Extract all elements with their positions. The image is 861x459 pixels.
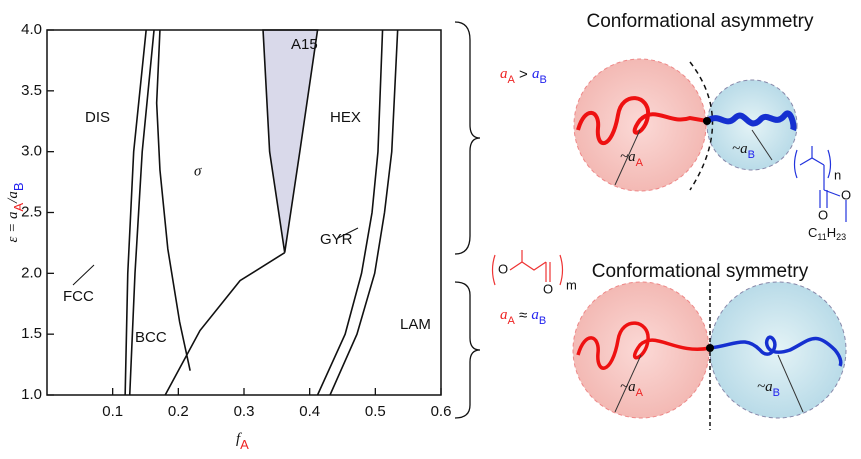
asym-relation: aA > aB (500, 66, 547, 86)
phase-boundary (155, 29, 191, 371)
phase-label: σ (194, 163, 202, 179)
phase-label: DIS (85, 109, 110, 126)
arrow (777, 354, 804, 413)
x-tick-label: 0.1 (102, 403, 123, 420)
chain-b (709, 335, 843, 367)
block-a-coil (573, 58, 707, 192)
chem-subscript: n (834, 167, 841, 182)
y-tick-label: 2.5 (21, 203, 42, 220)
junction (703, 117, 711, 125)
junction (706, 344, 714, 352)
phase-label: HEX (330, 109, 361, 126)
y-tick-label: 3.5 (21, 82, 42, 99)
chem-atom: O (818, 207, 828, 222)
label-pointer (337, 227, 359, 239)
chem-subscript: m (566, 277, 577, 292)
y-tick-label: 1.5 (21, 325, 42, 342)
phase-label: A15 (291, 36, 318, 53)
chain-b (705, 110, 797, 132)
x-label-main: f (236, 431, 242, 447)
y-axis-label: ε = aA/aB (5, 182, 26, 242)
asym-title: Conformational asymmetry (586, 11, 814, 32)
x-axis-label: fA (236, 431, 249, 452)
x-tick-label: 0.5 (365, 403, 386, 420)
chain-a (576, 321, 711, 370)
y-label-sub: A (11, 202, 26, 211)
chem-atom: O (841, 187, 851, 202)
y-label-sub: B (11, 182, 26, 191)
phase-boundary (124, 29, 147, 396)
x-label-sub: A (240, 437, 249, 452)
chem-formula: C11H23 (808, 225, 846, 242)
chem-atom: O (543, 281, 553, 296)
x-tick-label: 0.2 (168, 403, 189, 420)
sym-relation: aA ≈ aB (500, 307, 546, 327)
x-tick-label: 0.3 (234, 403, 255, 420)
pla-structure (491, 250, 564, 286)
size-label: ~aA (620, 149, 644, 168)
y-tick-label: 2.0 (21, 264, 42, 281)
brace (454, 21, 481, 255)
phase-boundary (316, 29, 384, 396)
dashed-arc (689, 61, 714, 191)
arrow (751, 129, 773, 161)
phase-label: LAM (400, 316, 431, 333)
phase-label: FCC (63, 288, 94, 305)
chem-atom: O (498, 261, 508, 276)
phase-boundary (128, 29, 155, 396)
y-tick-label: 4.0 (21, 21, 42, 38)
sym-title: Conformational symmetry (592, 261, 809, 282)
y-tick-label: 3.0 (21, 143, 42, 160)
y-label-prefix: ε = a (5, 211, 21, 242)
size-label: ~aB (757, 379, 780, 398)
arrow (614, 129, 641, 186)
arrow (614, 354, 642, 413)
chain-a (576, 96, 708, 146)
phase-label: BCC (135, 329, 167, 346)
phase-boundary (164, 251, 286, 396)
x-tick-label: 0.6 (431, 403, 452, 420)
label-pointer (72, 264, 95, 286)
size-label: ~aA (620, 379, 644, 398)
y-label-mid: /a (5, 191, 21, 204)
size-label: ~aB (732, 141, 755, 160)
pma-structure (793, 146, 847, 222)
plot-frame (46, 29, 442, 396)
y-tick-label: 1.0 (21, 386, 42, 403)
brace (454, 281, 481, 419)
phase-boundary (329, 29, 399, 396)
x-tick-label: 0.4 (299, 403, 320, 420)
